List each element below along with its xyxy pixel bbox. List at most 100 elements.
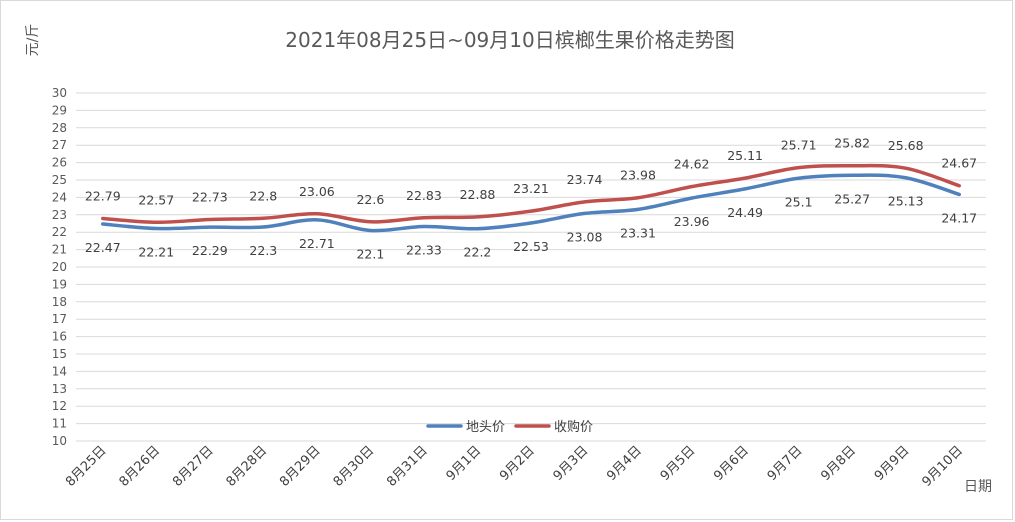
data-label: 22.33 xyxy=(406,242,442,257)
data-label: 23.08 xyxy=(567,229,603,244)
y-tick-label: 20 xyxy=(52,260,67,274)
y-tick-label: 22 xyxy=(52,225,67,239)
data-point xyxy=(422,225,426,228)
data-point xyxy=(904,176,907,179)
x-tick-label: 8月25日 xyxy=(63,443,110,490)
data-label: 23.06 xyxy=(299,184,335,199)
x-axis-label: 日期 xyxy=(964,479,992,495)
data-point xyxy=(583,212,586,215)
data-labels: 22.47 22.21 22.29 22.3 22.71 22.1 22.33 22.2 22.… xyxy=(85,136,977,262)
data-point xyxy=(101,222,104,226)
data-point xyxy=(636,208,640,211)
data-label: 24.49 xyxy=(727,205,763,220)
data-label: 22.88 xyxy=(460,187,496,202)
data-point xyxy=(262,225,265,229)
data-label: 24.17 xyxy=(941,210,977,225)
y-tick-label: 12 xyxy=(52,399,67,413)
data-label: 22.3 xyxy=(249,243,277,258)
x-tick-label: 8月30日 xyxy=(331,443,378,490)
data-label: 25.82 xyxy=(834,136,870,151)
series-lines xyxy=(101,163,961,233)
data-point xyxy=(208,225,212,229)
x-axis-ticks: 8月25日 8月26日 8月27日 8月28日 8月29日 8月30日 8月31日 9月1日 9… xyxy=(63,443,966,490)
data-point xyxy=(208,218,212,221)
y-axis-ticks: 10 11 12 13 14 15 16 17 18 19 20 21 22 23 24 25 26 27 28 29… xyxy=(52,86,67,448)
x-tick-label: 8月27日 xyxy=(170,443,217,490)
data-point xyxy=(958,193,961,196)
data-point xyxy=(850,174,854,177)
y-tick-label: 18 xyxy=(52,295,67,309)
y-tick-label: 28 xyxy=(52,121,67,135)
legend-label: 收购价 xyxy=(554,419,593,435)
data-point xyxy=(904,166,907,170)
data-point xyxy=(315,212,319,215)
data-point xyxy=(315,218,319,222)
data-point xyxy=(369,220,372,223)
y-tick-label: 15 xyxy=(52,347,67,361)
data-point xyxy=(743,176,747,180)
data-label: 22.79 xyxy=(85,188,121,203)
data-point xyxy=(476,227,479,230)
data-label: 22.73 xyxy=(192,189,228,204)
x-tick-label: 8月29日 xyxy=(277,443,324,490)
data-point xyxy=(422,216,426,219)
data-label: 23.31 xyxy=(620,225,656,240)
y-tick-label: 19 xyxy=(52,277,67,291)
data-point xyxy=(636,196,640,199)
data-point xyxy=(743,187,747,191)
data-label: 25.11 xyxy=(727,148,763,163)
data-point xyxy=(369,229,372,232)
data-point xyxy=(583,200,586,204)
x-tick-label: 9月3日 xyxy=(551,443,592,484)
data-point xyxy=(850,164,854,167)
y-tick-label: 29 xyxy=(52,103,67,117)
y-tick-label: 10 xyxy=(52,434,67,448)
x-tick-label: 9月10日 xyxy=(920,443,967,490)
data-label: 22.57 xyxy=(138,192,174,207)
x-tick-label: 9月9日 xyxy=(872,443,913,484)
data-point xyxy=(262,217,265,220)
legend-label: 地头价 xyxy=(466,420,505,435)
data-label: 22.21 xyxy=(138,245,174,260)
data-label: 23.21 xyxy=(513,181,549,196)
x-tick-label: 9月7日 xyxy=(765,443,806,484)
data-label: 22.53 xyxy=(513,239,549,254)
y-tick-label: 14 xyxy=(52,364,67,378)
y-tick-label: 21 xyxy=(52,243,67,257)
y-axis-label: 元/斤 xyxy=(25,24,41,57)
data-point xyxy=(155,227,158,230)
data-label: 22.83 xyxy=(406,188,442,203)
data-label: 25.1 xyxy=(785,194,813,209)
data-point xyxy=(155,221,158,224)
data-point xyxy=(797,177,800,180)
gridlines xyxy=(76,92,986,442)
data-point xyxy=(958,184,961,187)
data-label: 23.96 xyxy=(674,214,710,229)
y-tick-label: 23 xyxy=(52,208,67,222)
data-label: 22.71 xyxy=(299,236,335,251)
data-label: 25.27 xyxy=(834,191,870,206)
x-tick-label: 8月31日 xyxy=(384,443,431,490)
y-tick-label: 16 xyxy=(52,330,67,344)
x-tick-label: 9月4日 xyxy=(604,443,645,484)
data-point xyxy=(797,166,800,169)
y-tick-label: 13 xyxy=(52,382,67,396)
y-tick-label: 11 xyxy=(52,417,67,431)
x-tick-label: 9月1日 xyxy=(444,443,485,484)
x-tick-label: 9月6日 xyxy=(711,443,752,484)
y-tick-label: 24 xyxy=(52,190,67,204)
data-label: 22.6 xyxy=(356,192,384,207)
chart-title: 2021年08月25日~09月10日槟榔生果价格走势图 xyxy=(285,28,734,52)
data-label: 22.1 xyxy=(356,246,384,261)
data-point xyxy=(529,209,533,213)
y-tick-label: 17 xyxy=(52,312,67,326)
y-tick-label: 26 xyxy=(52,156,67,170)
x-tick-label: 9月2日 xyxy=(497,443,538,484)
data-label: 22.8 xyxy=(249,188,277,203)
y-tick-label: 25 xyxy=(52,173,67,187)
data-label: 25.71 xyxy=(781,138,817,153)
data-label: 22.29 xyxy=(192,243,228,258)
legend: 地头价 收购价 xyxy=(426,419,593,435)
